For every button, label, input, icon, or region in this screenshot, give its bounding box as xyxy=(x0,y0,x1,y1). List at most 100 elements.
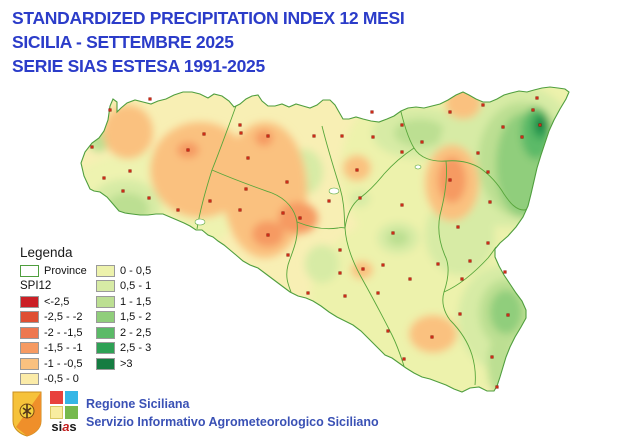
station-dot xyxy=(408,277,412,281)
legend-neg-1-label: -2,5 - -2 xyxy=(44,311,83,324)
footer-org: Regione Siciliana xyxy=(86,397,190,411)
legend-pos-1: 0,5 - 1 xyxy=(96,279,151,295)
station-dot xyxy=(246,156,250,160)
map-legend: Legenda Province SPI12 <-2,5 -2,5 - -2 -2 - … xyxy=(20,245,180,387)
station-dot xyxy=(460,277,464,281)
sias-logo: sias xyxy=(50,391,78,433)
station-dot xyxy=(481,103,485,107)
station-dot xyxy=(370,110,374,114)
legend-province-label: Province xyxy=(44,264,87,277)
legend-neg-4-label: -1 - -0,5 xyxy=(44,357,83,370)
station-dot xyxy=(102,176,106,180)
province-boundary-3 xyxy=(296,221,346,230)
sias-logo-text: sias xyxy=(51,419,77,434)
legend-neg-2-swatch xyxy=(20,326,39,339)
station-dot xyxy=(476,151,480,155)
legend-pos-4-label: 2 - 2,5 xyxy=(120,326,152,339)
legend-pos-2: 1 - 1,5 xyxy=(96,294,151,310)
station-dot xyxy=(501,125,505,129)
regione-siciliana-crest-icon xyxy=(12,391,42,437)
legend-column-positive: 0 - 0,5 0,5 - 1 1 - 1,5 1,5 - 2 2 - 2,5 2,5 -… xyxy=(96,263,151,387)
station-dot xyxy=(238,208,242,212)
station-dot xyxy=(535,96,539,100)
station-dot xyxy=(281,211,285,215)
province-boundary-2 xyxy=(321,125,405,367)
legend-pos-4-swatch xyxy=(96,326,115,339)
footer-logos: sias xyxy=(12,391,78,437)
legend-pos-0-label: 0 - 0,5 xyxy=(120,264,152,277)
legend-pos-2-label: 1 - 1,5 xyxy=(120,295,152,308)
legend-neg-3: -1,5 - -1 xyxy=(20,341,96,357)
station-dot xyxy=(400,150,404,154)
legend-pos-5-swatch xyxy=(96,342,115,355)
station-dot xyxy=(420,140,424,144)
legend-pos-2-swatch xyxy=(96,295,115,308)
legend-column-negative: Province SPI12 <-2,5 -2,5 - -2 -2 - -1,5 -1,5… xyxy=(20,263,96,387)
station-dot xyxy=(306,291,310,295)
legend-pos-3-swatch xyxy=(96,311,115,324)
station-dot xyxy=(430,335,434,339)
lake xyxy=(414,164,422,170)
legend-pos-5-label: 2,5 - 3 xyxy=(120,342,152,355)
legend-neg-2: -2 - -1,5 xyxy=(20,325,96,341)
title-line-1: STANDARDIZED PRECIPITATION INDEX 12 MESI xyxy=(12,8,405,28)
legend-neg-5-swatch xyxy=(20,373,39,386)
legend-pos-3-label: 1,5 - 2 xyxy=(120,311,152,324)
station-dot xyxy=(488,200,492,204)
station-dot xyxy=(128,169,132,173)
legend-neg-0-swatch xyxy=(20,295,39,308)
station-dot xyxy=(486,170,490,174)
legend-pos-6: >3 xyxy=(96,356,151,372)
legend-pos-3: 1,5 - 2 xyxy=(96,310,151,326)
legend-neg-4-swatch xyxy=(20,357,39,370)
station-dot xyxy=(148,97,152,101)
legend-neg-3-label: -1,5 - -1 xyxy=(44,342,83,355)
legend-pos-4: 2 - 2,5 xyxy=(96,325,151,341)
station-dot xyxy=(376,291,380,295)
station-dot xyxy=(239,131,243,135)
station-dot xyxy=(402,357,406,361)
station-dot xyxy=(538,123,542,127)
province-boundary-5 xyxy=(438,160,451,321)
legend-neg-5: -0,5 - 0 xyxy=(20,372,96,388)
title-line-3: SERIE SIAS ESTESA 1991-2025 xyxy=(12,56,265,76)
province-boundary-6 xyxy=(344,147,415,229)
sias-logo-grid-icon xyxy=(50,391,78,419)
station-dot xyxy=(327,199,331,203)
station-dot xyxy=(312,134,316,138)
station-dot xyxy=(400,203,404,207)
legend-province-swatch xyxy=(20,264,39,277)
station-dots xyxy=(90,96,542,389)
station-dot xyxy=(381,263,385,267)
station-dot xyxy=(531,108,535,112)
legend-pos-6-label: >3 xyxy=(120,357,133,370)
station-dot xyxy=(238,123,242,127)
legend-spi12-header: SPI12 xyxy=(20,280,52,293)
station-dot xyxy=(186,148,190,152)
province-boundary-8 xyxy=(449,319,476,386)
station-dot xyxy=(340,134,344,138)
station-dot xyxy=(285,180,289,184)
station-dot xyxy=(286,253,290,257)
page-title: STANDARDIZED PRECIPITATION INDEX 12 MESI… xyxy=(12,6,405,78)
coastline xyxy=(80,86,570,393)
station-dot xyxy=(468,259,472,263)
station-dot xyxy=(448,110,452,114)
station-dot xyxy=(266,233,270,237)
station-dot xyxy=(503,270,507,274)
station-dot xyxy=(371,135,375,139)
title-line-2: SICILIA - SETTEMBRE 2025 xyxy=(12,32,234,52)
legend-pos-0: 0 - 0,5 xyxy=(96,263,151,279)
legend-pos-1-label: 0,5 - 1 xyxy=(120,280,152,293)
legend-neg-2-label: -2 - -1,5 xyxy=(44,326,83,339)
station-dot xyxy=(90,145,94,149)
legend-neg-1: -2,5 - -2 xyxy=(20,310,96,326)
station-dot xyxy=(358,196,362,200)
station-dot xyxy=(266,134,270,138)
station-dot xyxy=(176,208,180,212)
province-boundary-7 xyxy=(443,246,497,293)
legend-pos-6-swatch xyxy=(96,357,115,370)
station-dot xyxy=(436,262,440,266)
station-dot xyxy=(338,271,342,275)
